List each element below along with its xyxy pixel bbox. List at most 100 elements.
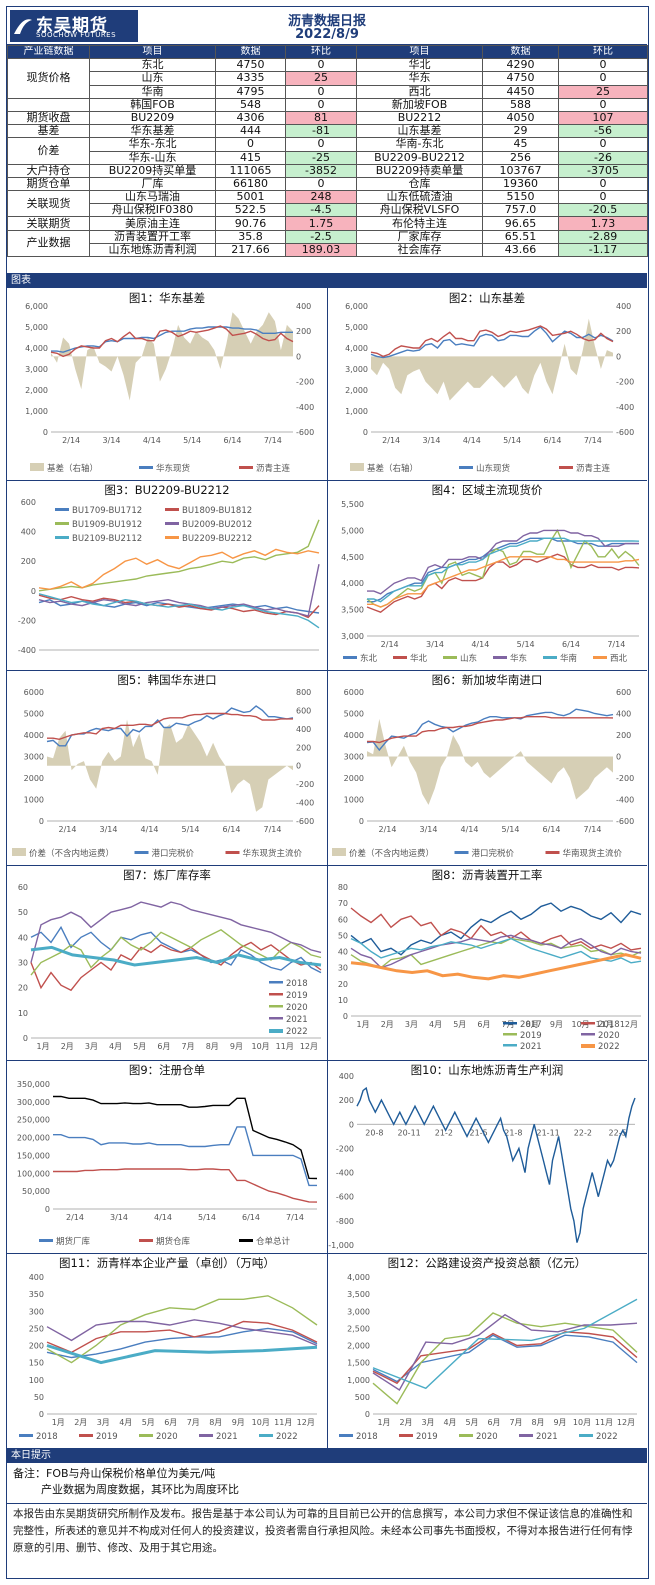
y2-tick-label: 400 bbox=[296, 302, 311, 311]
y2-tick-label: 0 bbox=[616, 753, 621, 762]
x-tick-label: 5月 bbox=[453, 1020, 466, 1029]
legend-label: 2021 bbox=[520, 1042, 542, 1052]
x-tick-label: 7/14 bbox=[286, 1213, 304, 1222]
y-tick-label: 1,000 bbox=[347, 1376, 370, 1385]
item-name: BU2212 bbox=[356, 110, 483, 126]
chart-title: 图1：华东基差 bbox=[128, 291, 206, 305]
legend-label: 2018 bbox=[286, 979, 308, 989]
y-tick-label: 40 bbox=[18, 933, 28, 942]
y-tick-label: 3,000 bbox=[345, 365, 368, 374]
legend-label: 2022 bbox=[276, 1432, 298, 1442]
y-tick-label: 1,000 bbox=[25, 407, 48, 416]
logo-emblem-icon bbox=[14, 19, 32, 34]
report-header: 东吴期货 SOOCHOW FUTURES 沥青数据日报 2022/8/9 bbox=[7, 7, 647, 45]
report-title: 沥青数据日报 bbox=[287, 14, 366, 29]
x-tick-label: 5月 bbox=[133, 1042, 146, 1051]
legend-label: 华东现货 bbox=[156, 463, 191, 474]
x-tick-label: 2月 bbox=[381, 1020, 394, 1029]
row-category bbox=[7, 97, 90, 112]
x-tick-label: 7/14 bbox=[584, 436, 602, 445]
legend-swatch bbox=[79, 1434, 93, 1437]
x-tick-label: 12月 bbox=[620, 1020, 638, 1029]
legend-swatch bbox=[269, 993, 283, 996]
y2-tick-label: -200 bbox=[296, 780, 314, 789]
y2-tick-label: -400 bbox=[616, 403, 634, 412]
y2-tick-label: 800 bbox=[296, 688, 311, 697]
item-name: 华东 bbox=[356, 71, 483, 86]
y-tick-label: 5000 bbox=[344, 710, 364, 719]
item-name: 舟山保税IF0380 bbox=[89, 203, 216, 218]
item-value: 4795 bbox=[215, 84, 286, 99]
item-value: 5150 bbox=[482, 190, 559, 205]
legend-label: 东北 bbox=[360, 653, 378, 664]
item-name: 社会库存 bbox=[356, 242, 483, 258]
x-tick-label: 7/14 bbox=[584, 825, 602, 834]
y-tick-label: 0 bbox=[39, 1410, 44, 1419]
y-tick-label: 3,000 bbox=[25, 365, 48, 374]
col-header-4: 项目 bbox=[356, 44, 483, 60]
x-tick-label: 10月 bbox=[251, 1042, 269, 1051]
chart-title: 图11：沥青样本企业产量（卓创）（万吨） bbox=[59, 1256, 275, 1270]
chart-svg: 807060504030201001月2月3月4月5月6月7月8月9月10月11… bbox=[338, 883, 642, 1052]
x-tick-label: 11月 bbox=[274, 1418, 292, 1427]
chart-c9: 图9：注册仓单 350,000 300,000 250,000 200,000 150,0… bbox=[7, 1060, 327, 1253]
table-row: 产业数据 沥青装置开工率 35.8 -2.5 厂家库存 65.51 -2.89 bbox=[7, 229, 648, 258]
y-tick-label: -400 bbox=[18, 646, 36, 655]
legend-label: 期货仓库 bbox=[156, 1236, 191, 1247]
chart-svg: 400 200 0 -200 -400 -600 -800 -1,000 20-8 20-11 21… bbox=[328, 1072, 636, 1250]
x-tick-label: 8月 bbox=[526, 1020, 539, 1029]
item-change: 0 bbox=[558, 176, 648, 192]
x-tick-label: 4/14 bbox=[471, 640, 489, 649]
y2-tick-label: -600 bbox=[296, 817, 314, 826]
y-tick-label: -200 bbox=[18, 616, 36, 625]
y-tick-label: 3,000 bbox=[347, 1307, 370, 1316]
y2-tick-label: 400 bbox=[296, 725, 311, 734]
x-tick-label: 7/14 bbox=[607, 640, 625, 649]
chart-title: 图3：BU2209-BU2212 bbox=[104, 483, 230, 497]
y-tick-label: 4,000 bbox=[25, 344, 48, 353]
item-value: 588 bbox=[482, 97, 559, 112]
item-name: BU2209-BU2212 bbox=[356, 150, 483, 165]
series-line-0 bbox=[53, 1126, 317, 1187]
legend-label: 2022 bbox=[596, 1432, 618, 1442]
series-line-5 bbox=[367, 556, 640, 608]
y-tick-label: -800 bbox=[336, 1217, 354, 1226]
item-change: -3852 bbox=[285, 163, 357, 178]
x-tick-label: 2/14 bbox=[66, 1213, 84, 1222]
legend-swatch bbox=[239, 1239, 253, 1242]
y-tick-label: 40 bbox=[338, 948, 348, 957]
item-name: 山东 bbox=[89, 71, 216, 86]
item-change: 1.73 bbox=[558, 216, 648, 231]
y-tick-label: 30 bbox=[18, 959, 28, 968]
series-line-2 bbox=[367, 716, 614, 744]
legend-label: 基差（右轴） bbox=[47, 463, 98, 474]
legend-label: BU2009-BU2012 bbox=[182, 520, 252, 530]
report-date: 2022/8/9 bbox=[295, 27, 359, 42]
item-value: 45 bbox=[482, 137, 559, 152]
y-tick-label: 2,000 bbox=[25, 386, 48, 395]
series-line-0 bbox=[367, 537, 639, 603]
note-line-1: 备注：FOB与舟山保税价格单位为美元/吨 bbox=[13, 1467, 216, 1480]
item-value: 29 bbox=[482, 124, 559, 139]
item-name: 舟山保税VLSFO bbox=[356, 203, 483, 218]
x-tick-label: 11月 bbox=[596, 1020, 614, 1029]
series-line-3 bbox=[46, 1319, 318, 1347]
legend-label: 2021 bbox=[286, 1015, 308, 1025]
table-body: 现货价格 东北 4750 0 华北 4290 0 山东 4335 25 华东 4750 0 华南 4795 0… bbox=[7, 58, 648, 258]
col-header-0: 产业链数据 bbox=[7, 44, 90, 60]
item-change: -1.17 bbox=[558, 242, 648, 258]
y-tick-label: 250,000 bbox=[17, 1116, 50, 1125]
series-line-1 bbox=[370, 326, 614, 359]
x-tick-label: 4/14 bbox=[141, 825, 159, 834]
item-change: 0 bbox=[285, 58, 357, 73]
legend-swatch bbox=[165, 536, 179, 539]
chart-svg: 400 350 300 250 200 150 100 50 0 1月 2月 3月 4月 5月 6月 7月 8月… bbox=[19, 1273, 318, 1442]
chart-title: 图6：新加坡华南进口 bbox=[431, 673, 543, 687]
legend-label: 沥青主连 bbox=[256, 463, 291, 474]
legend-label: 山东现货 bbox=[476, 463, 511, 474]
x-tick-label: 2/14 bbox=[379, 825, 397, 834]
series-area-0 bbox=[367, 718, 613, 805]
y2-tick-label: 0 bbox=[296, 352, 301, 361]
chart-c7: 图7：炼厂库存率 60 50 40 30 20 10 0 1月 2月 3月 4月 5月 6月 7月 8月 9月 1… bbox=[7, 865, 327, 1060]
item-name: 华南 bbox=[89, 84, 216, 99]
